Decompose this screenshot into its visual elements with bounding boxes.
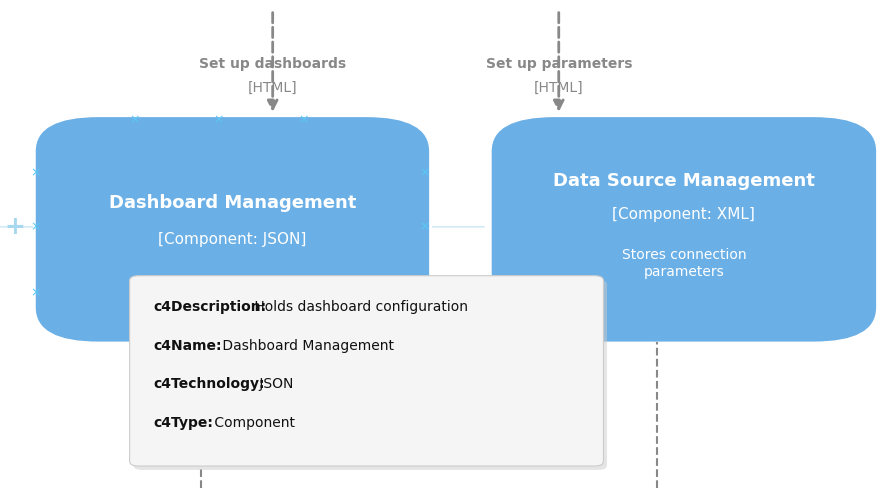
Text: [Component: JSON]: [Component: JSON] <box>158 232 307 246</box>
Text: [HTML]: [HTML] <box>248 81 298 95</box>
Text: c4Name:: c4Name: <box>154 339 223 353</box>
Text: ×: × <box>214 113 224 126</box>
Text: ×: × <box>419 221 430 233</box>
Text: ×: × <box>30 221 41 233</box>
Text: Dashboard Management: Dashboard Management <box>109 194 356 211</box>
Text: Stores connection
parameters: Stores connection parameters <box>621 248 746 279</box>
Text: c4Type:: c4Type: <box>154 416 214 430</box>
Text: [HTML]: [HTML] <box>534 81 584 95</box>
Text: ×: × <box>30 167 41 180</box>
Text: c4Technology:: c4Technology: <box>154 377 266 391</box>
Text: [Component: XML]: [Component: XML] <box>612 207 755 222</box>
FancyBboxPatch shape <box>133 280 607 470</box>
Text: +: + <box>4 215 25 239</box>
Text: ×: × <box>299 113 309 126</box>
Text: ×: × <box>30 286 41 299</box>
Text: c4Description:: c4Description: <box>154 300 267 314</box>
Text: ×: × <box>419 167 430 180</box>
FancyBboxPatch shape <box>36 117 429 342</box>
Text: Holds dashboard configuration: Holds dashboard configuration <box>250 300 468 314</box>
FancyBboxPatch shape <box>130 276 603 466</box>
Text: Component: Component <box>210 416 295 430</box>
Text: Set up parameters: Set up parameters <box>485 57 632 71</box>
Text: Set up dashboards: Set up dashboards <box>199 57 346 71</box>
Text: JSON: JSON <box>255 377 293 391</box>
Text: Dashboard Management: Dashboard Management <box>218 339 394 353</box>
Text: Data Source Management: Data Source Management <box>553 172 814 189</box>
FancyBboxPatch shape <box>492 117 876 342</box>
Text: ×: × <box>129 113 139 126</box>
